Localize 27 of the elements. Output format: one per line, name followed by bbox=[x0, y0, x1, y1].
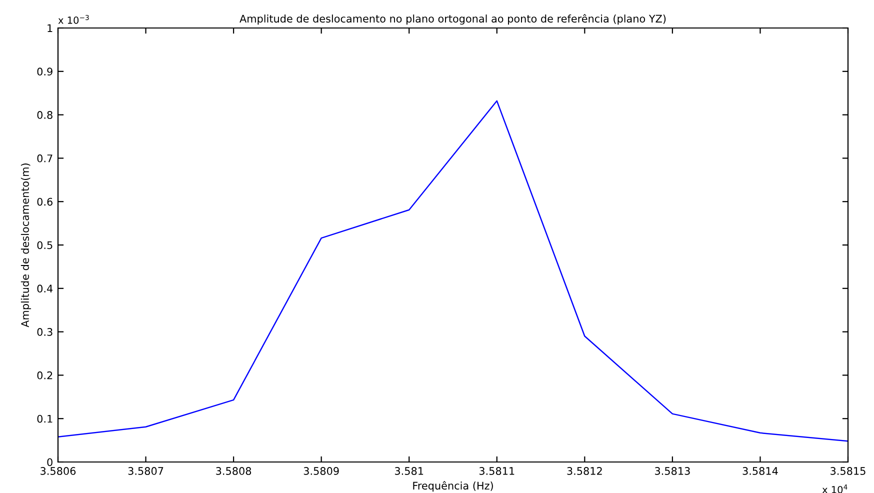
x-tick-label: 3.5814 bbox=[742, 467, 778, 475]
y-axis-title: Amplitude de deslocamento(m) bbox=[20, 164, 32, 328]
x-tick-label: 3.5808 bbox=[216, 467, 252, 475]
y-tick-label: 0.8 bbox=[37, 111, 52, 119]
x-tick-label: 3.5806 bbox=[40, 467, 76, 475]
x-tick-label: 3.5815 bbox=[830, 467, 866, 475]
y-tick-label: 0.4 bbox=[37, 284, 53, 293]
x-tick-label: 3.5811 bbox=[479, 467, 514, 475]
y-tick-label: 0.5 bbox=[37, 241, 52, 250]
y-tick-label: 0.7 bbox=[37, 154, 52, 162]
y-tick-label: 0.6 bbox=[37, 198, 52, 206]
x-tick-label: 3.5807 bbox=[128, 467, 164, 475]
y-tick-label: 1 bbox=[48, 24, 52, 32]
line-series bbox=[58, 100, 848, 442]
text: x 10$^{−3}$ bbox=[58, 14, 89, 24]
y-tick-label: 0.2 bbox=[37, 371, 52, 380]
text: x 10$^{4}$ bbox=[822, 484, 848, 493]
x-tick-label: 3.5812 bbox=[567, 467, 602, 475]
y-tick-label: 0.9 bbox=[37, 68, 52, 76]
x-tick-label: 3.581 bbox=[394, 467, 424, 475]
x-tick-label: 3.5813 bbox=[655, 467, 690, 475]
y-tick-label: 0.3 bbox=[37, 328, 52, 336]
y-tick-label: 0 bbox=[47, 458, 52, 466]
x-axis-title: Frequência (Hz) bbox=[413, 481, 493, 492]
y-tick-label: 0.1 bbox=[37, 414, 52, 423]
chart-title: Amplitude de deslocamento no plano ortogonal ao ponto de referência (plano YZ) bbox=[240, 14, 666, 25]
x-tick-label: 3.5809 bbox=[304, 467, 339, 475]
